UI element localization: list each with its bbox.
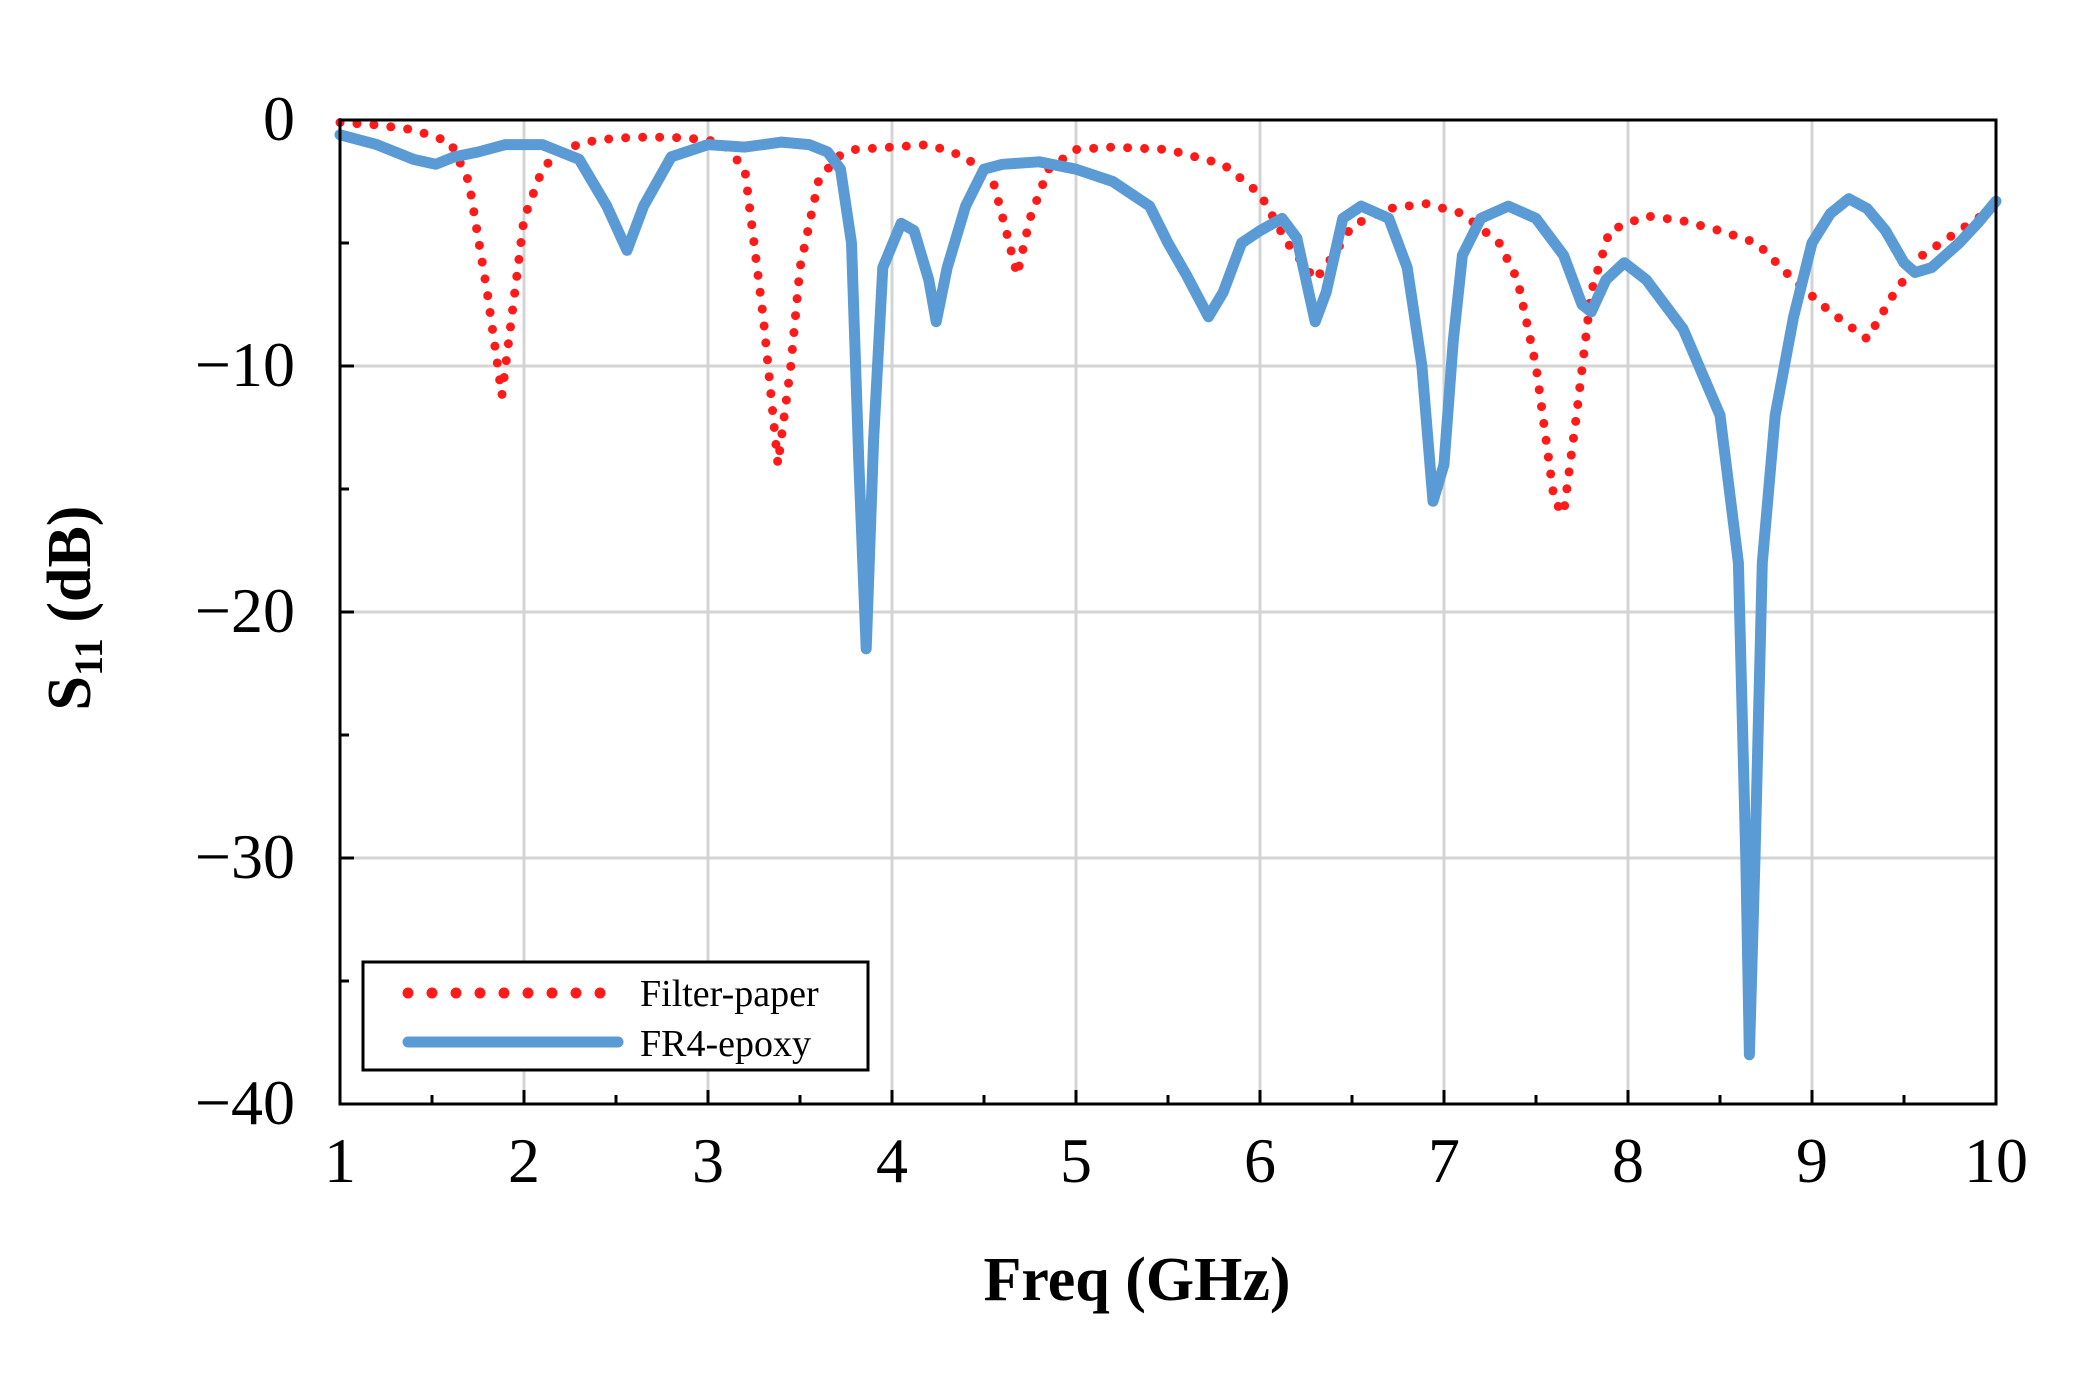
grid-lines: [340, 120, 1996, 1104]
y-axis-title: S11 (dB): [36, 506, 111, 711]
y-tick-label: −10: [195, 329, 295, 400]
y-axis-title-unit: (dB): [36, 506, 104, 639]
x-axis-title: Freq (GHz): [983, 1246, 1290, 1314]
x-tick-label: 1: [324, 1125, 356, 1196]
y-tick-label: 0: [263, 83, 295, 154]
legend: Filter-paper FR4-epoxy: [361, 960, 870, 1072]
y-tick-label: −40: [195, 1067, 295, 1138]
x-tick-label: 8: [1612, 1125, 1644, 1196]
y-axis-title-subscript: 11: [66, 638, 111, 676]
x-tick-label: 2: [508, 1125, 540, 1196]
series-line-fr4-epoxy: [334, 129, 2002, 1061]
legend-box: [361, 960, 870, 1072]
y-tick-labels: 0 −10 −20 −30 −40: [195, 83, 295, 1138]
x-tick-label: 4: [876, 1125, 908, 1196]
x-tick-label: 6: [1244, 1125, 1276, 1196]
series-layer: [334, 118, 2002, 1061]
x-tick-label: 3: [692, 1125, 724, 1196]
legend-label-fr4-epoxy: FR4-epoxy: [640, 1023, 811, 1065]
y-tick-label: −30: [195, 821, 295, 892]
x-tick-label: 7: [1428, 1125, 1460, 1196]
x-tick-label: 5: [1060, 1125, 1092, 1196]
x-tick-labels: 1 2 3 4 5 6 7 8 9 10: [324, 1125, 2028, 1196]
axis-ticks: [338, 118, 1998, 1106]
x-tick-label: 9: [1796, 1125, 1828, 1196]
y-tick-label: −20: [195, 575, 295, 646]
y-axis-title-symbol: S: [36, 676, 104, 710]
legend-label-filter-paper: Filter-paper: [640, 973, 819, 1015]
x-tick-label: 10: [1964, 1125, 2028, 1196]
